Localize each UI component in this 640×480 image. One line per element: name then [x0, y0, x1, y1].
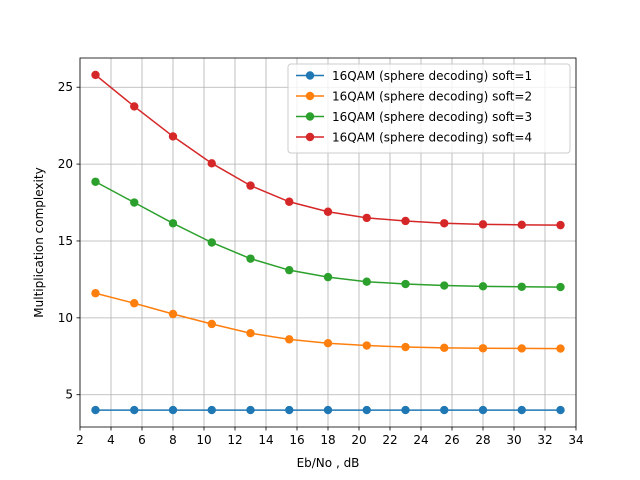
data-point — [478, 405, 488, 415]
data-point — [556, 220, 565, 230]
x-tick-label: 30 — [506, 433, 521, 447]
data-point — [362, 405, 371, 415]
x-tick-label: 18 — [320, 433, 335, 447]
x-tick-label: 4 — [107, 433, 115, 447]
data-point — [401, 216, 410, 226]
data-point — [207, 159, 216, 168]
data-point — [362, 213, 371, 223]
data-point — [323, 405, 333, 415]
data-point — [246, 405, 255, 415]
data-point — [478, 220, 488, 229]
legend-box — [287, 63, 571, 154]
data-point — [285, 335, 294, 344]
y-axis-label: Multiplication complexity — [32, 167, 46, 317]
y-tick-label: 25 — [58, 80, 73, 94]
x-tick-label: 2 — [76, 433, 84, 447]
series-1 — [91, 405, 565, 415]
legend-item: 16QAM (sphere decoding) soft=2 — [296, 90, 532, 104]
data-point — [556, 405, 565, 415]
data-point — [323, 207, 333, 216]
y-tick-label: 10 — [58, 311, 73, 325]
data-point — [168, 132, 178, 141]
data-point — [91, 289, 100, 298]
data-point — [401, 342, 410, 352]
data-point — [362, 277, 371, 286]
legend-label: 16QAM (sphere decoding) soft=2 — [332, 90, 532, 104]
legend-item: 16QAM (sphere decoding) soft=3 — [296, 110, 532, 124]
data-point — [207, 319, 216, 329]
x-tick-label: 8 — [169, 433, 177, 447]
data-point — [91, 405, 100, 415]
data-point — [168, 219, 178, 228]
data-point — [91, 70, 100, 80]
legend-label: 16QAM (sphere decoding) soft=1 — [332, 69, 532, 83]
data-point — [130, 405, 139, 415]
legend-swatch-marker — [305, 91, 315, 101]
data-point — [440, 405, 449, 415]
x-axis-label: Eb/No , dB — [297, 456, 360, 470]
legend-item: 16QAM (sphere decoding) soft=1 — [296, 69, 532, 83]
data-point — [440, 343, 449, 353]
y-tick-label: 15 — [58, 234, 73, 248]
series-4 — [91, 70, 565, 230]
legend-label: 16QAM (sphere decoding) soft=3 — [332, 110, 532, 124]
legend: 16QAM (sphere decoding) soft=1 16QAM (sph… — [287, 63, 571, 154]
x-tick-label: 6 — [138, 433, 146, 447]
data-point — [91, 177, 100, 186]
data-point — [246, 329, 255, 338]
legend-swatch-marker — [305, 112, 315, 121]
series-3 — [91, 177, 565, 292]
data-point — [517, 220, 526, 230]
x-tick-label: 14 — [258, 433, 273, 447]
data-point — [323, 272, 333, 282]
x-tick-label: 22 — [382, 433, 397, 447]
series-2 — [91, 289, 565, 353]
data-point — [246, 254, 255, 263]
data-point — [440, 281, 449, 290]
data-point — [130, 299, 139, 308]
legend-swatch-marker — [305, 132, 315, 142]
data-point — [401, 279, 410, 289]
data-point — [130, 102, 139, 111]
data-point — [401, 405, 410, 415]
data-point — [207, 405, 216, 415]
data-point — [517, 405, 526, 415]
data-point — [478, 344, 488, 353]
data-point — [362, 341, 371, 350]
data-point — [130, 198, 139, 207]
x-tick-label: 16 — [289, 433, 304, 447]
x-tick-label: 10 — [196, 433, 211, 447]
x-tick-label: 12 — [227, 433, 242, 447]
data-point — [556, 282, 565, 292]
x-tick-label: 34 — [568, 433, 583, 447]
x-tick-label: 26 — [444, 433, 459, 447]
legend-label: 16QAM (sphere decoding) soft=4 — [332, 131, 532, 145]
data-point — [285, 405, 294, 415]
data-point — [168, 309, 178, 319]
legend-item: 16QAM (sphere decoding) soft=4 — [296, 131, 532, 145]
x-tick-label: 24 — [413, 433, 428, 447]
x-tick-label: 32 — [537, 433, 552, 447]
data-point — [517, 344, 526, 353]
y-tick-label: 20 — [58, 157, 73, 171]
data-point — [440, 219, 449, 228]
data-point — [323, 339, 333, 348]
x-tick-label: 20 — [351, 433, 366, 447]
data-point — [168, 405, 178, 415]
data-point — [207, 238, 216, 247]
legend-swatch-marker — [305, 71, 315, 80]
x-tick-label: 28 — [475, 433, 490, 447]
series-layer — [91, 70, 565, 415]
data-point — [517, 282, 526, 291]
y-tick-label: 5 — [65, 388, 73, 402]
data-point — [285, 197, 294, 206]
data-point — [556, 344, 565, 353]
data-point — [246, 181, 255, 190]
data-point — [285, 265, 294, 275]
data-point — [478, 282, 488, 291]
